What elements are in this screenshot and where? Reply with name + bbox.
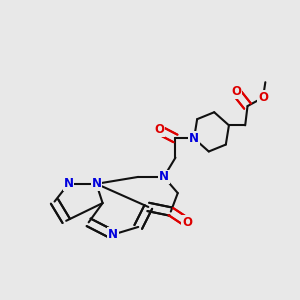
Text: N: N — [108, 228, 118, 241]
Text: N: N — [189, 132, 199, 145]
Text: O: O — [154, 123, 164, 136]
Text: O: O — [258, 91, 268, 104]
Text: N: N — [64, 177, 74, 190]
Text: N: N — [92, 177, 101, 190]
Text: O: O — [182, 216, 192, 229]
Text: O: O — [231, 85, 241, 98]
Text: N: N — [159, 170, 169, 183]
